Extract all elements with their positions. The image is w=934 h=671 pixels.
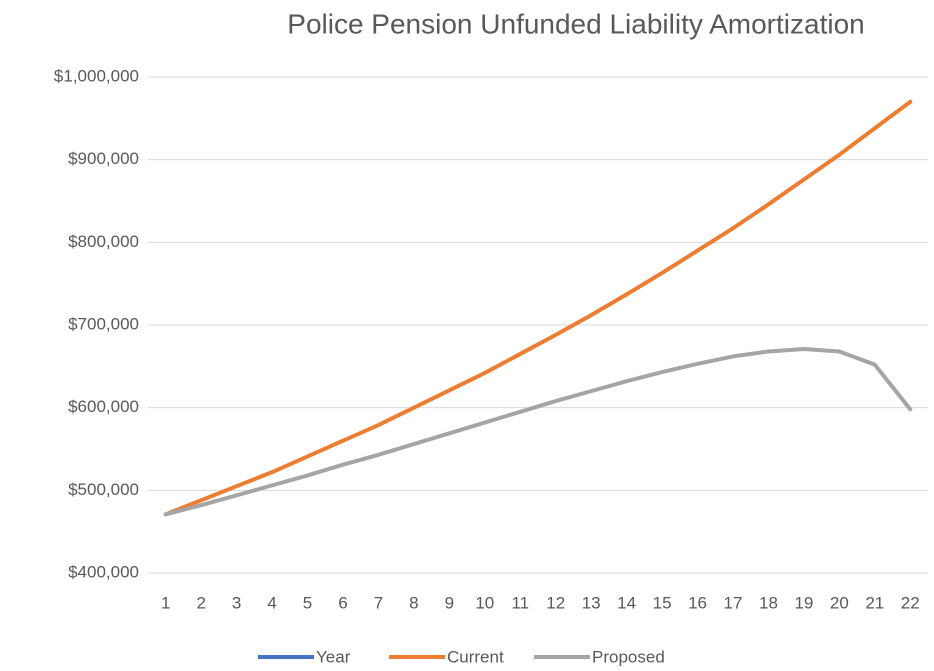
y-tick-label: $600,000: [68, 397, 139, 416]
y-tick-label: $400,000: [68, 562, 139, 581]
y-tick-label: $800,000: [68, 232, 139, 251]
x-tick-label: 6: [338, 593, 347, 612]
x-tick-label: 21: [865, 593, 884, 612]
x-tick-label: 18: [759, 593, 778, 612]
x-tick-label: 8: [409, 593, 418, 612]
legend-label: Proposed: [592, 647, 665, 666]
x-tick-label: 13: [582, 593, 601, 612]
y-tick-label: $700,000: [68, 314, 139, 333]
x-tick-label: 3: [232, 593, 241, 612]
series-line: [163, 99, 913, 517]
y-tick-label: $1,000,000: [54, 66, 139, 85]
x-tick-label: 12: [546, 593, 565, 612]
y-tick-label: $500,000: [68, 480, 139, 499]
x-tick-label: 19: [794, 593, 813, 612]
y-tick-label: $900,000: [68, 149, 139, 168]
x-tick-label: 4: [267, 593, 276, 612]
x-tick-label: 10: [475, 593, 494, 612]
x-tick-label: 9: [445, 593, 454, 612]
legend-label: Year: [316, 647, 351, 666]
x-tick-label: 16: [688, 593, 707, 612]
x-tick-label: 15: [653, 593, 672, 612]
x-tick-label: 7: [374, 593, 383, 612]
x-tick-label: 17: [724, 593, 743, 612]
x-tick-label: 22: [901, 593, 920, 612]
x-tick-label: 5: [303, 593, 312, 612]
legend-label: Current: [447, 647, 504, 666]
chart-title: Police Pension Unfunded Liability Amorti…: [287, 8, 864, 39]
x-tick-label: 14: [617, 593, 636, 612]
x-tick-label: 2: [196, 593, 205, 612]
x-tick-label: 20: [830, 593, 849, 612]
series-line: [163, 346, 913, 517]
x-tick-label: 11: [511, 593, 529, 612]
x-tick-label: 1: [161, 593, 170, 612]
